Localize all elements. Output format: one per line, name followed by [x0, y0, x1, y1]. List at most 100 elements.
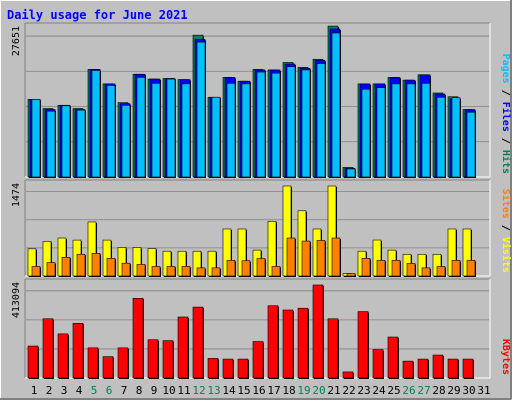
bar-sites [466, 260, 476, 277]
x-tick-label: 25 [387, 384, 400, 397]
y-max-label: 27651 [11, 26, 22, 56]
bar-sites [256, 258, 266, 277]
bar-pages [346, 168, 356, 178]
bar-pages [91, 70, 101, 178]
x-tick-label: 5 [91, 384, 98, 397]
bar-kbytes [282, 309, 294, 379]
bar-pages [181, 83, 191, 178]
bar-kbytes [57, 333, 69, 379]
x-tick-label: 26 [402, 384, 415, 397]
bar-pages [196, 41, 206, 178]
bar-kbytes [222, 358, 234, 379]
x-tick-label: 30 [462, 384, 475, 397]
bar-kbytes [267, 305, 279, 379]
bar-kbytes [207, 358, 219, 379]
x-tick-label: 23 [357, 384, 370, 397]
x-tick-label: 7 [121, 384, 128, 397]
x-axis-labels: 1 2 3 4 5 6 7 8 9 10 11 12 13 14 15 16 17 18 19 20 21 22 23 24 2… [31, 384, 491, 397]
bar-sites [151, 266, 161, 277]
bar-pages [391, 83, 401, 178]
x-tick-label: 28 [432, 384, 445, 397]
bar-kbytes [387, 336, 399, 379]
legend-part: Files [500, 102, 512, 132]
legend-part: / [500, 84, 511, 102]
x-tick-label: 21 [327, 384, 340, 397]
bar-kbytes [192, 306, 204, 379]
bar-pages [46, 110, 56, 178]
x-tick-label: 14 [222, 384, 236, 397]
x-tick-label: 3 [61, 384, 68, 397]
x-tick-label: 4 [76, 384, 83, 397]
bar-sites [331, 237, 341, 277]
bar-kbytes [27, 345, 39, 379]
x-tick-label: 22 [342, 384, 355, 397]
bar-kbytes [327, 318, 339, 379]
legend-part: Visits [500, 237, 512, 273]
bar-sites [61, 257, 71, 277]
bar-pages [286, 66, 296, 178]
bar-sites [166, 266, 176, 277]
legend: Pages / Files / Hits [500, 54, 512, 174]
bar-sites [106, 258, 116, 277]
bar-kbytes [102, 356, 114, 379]
bar-sites [136, 264, 146, 277]
bar-pages [256, 71, 266, 178]
legend-part: Hits [500, 150, 512, 174]
x-tick-label: 12 [192, 384, 205, 397]
panels: 27651 Pages / Files / Hits 1474 Sites / Vis… [11, 22, 512, 379]
legend: KBytes [500, 339, 511, 375]
bar-pages [106, 85, 116, 178]
y-max-label: 413094 [11, 282, 22, 318]
x-tick-label: 27 [417, 384, 430, 397]
bar-kbytes [447, 358, 459, 379]
bar-kbytes [297, 307, 309, 379]
bar-pages [151, 83, 161, 178]
x-tick-label: 1 [31, 384, 38, 397]
x-tick-label: 8 [136, 384, 143, 397]
bar-sites [286, 237, 296, 277]
bar-pages [226, 83, 236, 178]
bar-kbytes [132, 298, 144, 379]
x-tick-label: 17 [267, 384, 280, 397]
y-max-label: 1474 [11, 183, 22, 207]
bar-sites [46, 262, 56, 277]
panel-top: 27651 Pages / Files / Hits [11, 22, 512, 179]
bar-kbytes [147, 339, 159, 379]
x-tick-label: 2 [46, 384, 53, 397]
legend-part: Pages [500, 54, 511, 84]
legend-part: Sites [500, 189, 512, 219]
bar-pages [301, 69, 311, 178]
bar-sites [316, 240, 326, 277]
x-tick-label: 9 [151, 384, 158, 397]
x-tick-label: 15 [237, 384, 250, 397]
x-tick-label: 13 [207, 384, 220, 397]
bar-pages [76, 109, 86, 178]
bar-sites [391, 260, 401, 277]
bar-kbytes [417, 358, 429, 379]
bar-pages [316, 63, 326, 178]
bar-kbytes [42, 318, 54, 379]
bar-kbytes [177, 316, 189, 379]
x-tick-label: 29 [447, 384, 460, 397]
x-tick-label: 24 [372, 384, 386, 397]
bar-kbytes [312, 284, 324, 379]
bar-pages [61, 105, 71, 178]
bar-pages [211, 96, 221, 178]
bar-pages [166, 78, 176, 178]
legend-part: / [500, 132, 511, 150]
chart-title: Daily usage for June 2021 [7, 8, 188, 22]
bar-pages [451, 97, 461, 178]
bar-kbytes [462, 358, 474, 379]
legend-part: KBytes [500, 339, 511, 375]
bar-sites [181, 266, 191, 277]
bar-kbytes [357, 311, 369, 379]
legend: Sites / Visits [500, 189, 512, 273]
bar-pages [406, 83, 416, 178]
x-tick-label: 11 [177, 384, 190, 397]
x-tick-label: 19 [297, 384, 310, 397]
bar-pages [361, 88, 371, 178]
bar-kbytes [342, 371, 354, 379]
x-tick-label: 18 [282, 384, 295, 397]
bar-sites [196, 267, 206, 277]
